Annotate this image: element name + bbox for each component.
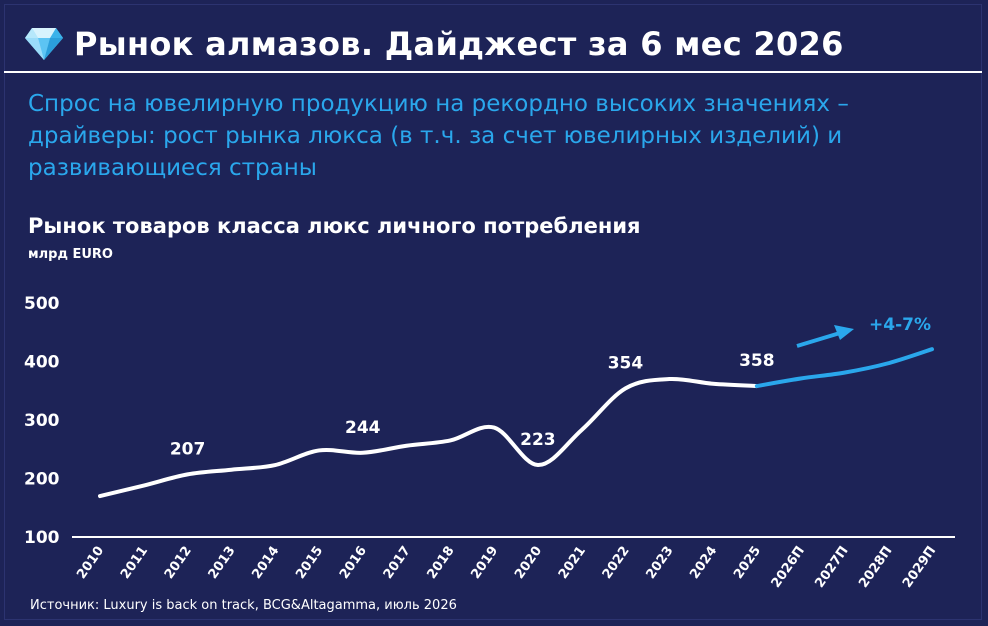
data-label: 354 <box>608 353 644 373</box>
title-divider <box>4 71 982 73</box>
page-title: Рынок алмазов. Дайджест за 6 мес 2026 <box>74 25 844 63</box>
y-tick-label: 300 <box>24 411 60 431</box>
x-tick-label: 2017 <box>381 544 414 582</box>
arrow-head <box>834 325 854 340</box>
y-tick-label: 400 <box>24 353 60 373</box>
diamond-icon <box>25 28 63 60</box>
x-tick-label: 2020 <box>512 544 545 582</box>
x-tick-label: 2022 <box>600 544 633 582</box>
x-tick-label: 2026П <box>769 544 808 591</box>
x-tick-label: 2016 <box>337 544 370 582</box>
data-label: 207 <box>170 439 206 459</box>
slide-frame <box>4 4 982 620</box>
header: Рынок алмазов. Дайджест за 6 мес 2026 <box>24 22 844 66</box>
series-line-actual <box>98 376 759 499</box>
x-tick-label: 2014 <box>249 544 282 582</box>
x-tick-label: 2027П <box>812 544 851 591</box>
x-axis-ticks: 2010 2011 2012 2013 2014 2015 2016 2017 2018 2019… <box>74 544 939 591</box>
x-tick-label: 2010 <box>74 544 107 582</box>
chart-units: млрд EURO <box>28 247 113 262</box>
y-tick-label: 200 <box>24 470 60 490</box>
y-axis-ticks: 100 200 300 400 500 <box>24 294 60 548</box>
y-tick-label: 500 <box>24 294 60 314</box>
x-tick-label: 2012 <box>162 544 195 582</box>
x-tick-label: 2029П <box>900 544 939 591</box>
x-tick-label: 2025 <box>731 544 764 582</box>
source-note: Источник: Luxury is back on track, BCG&A… <box>30 598 457 613</box>
x-tick-label: 2013 <box>206 544 239 582</box>
x-tick-label: 2015 <box>293 544 326 582</box>
x-tick-label: 2028П <box>856 544 895 591</box>
data-label: 244 <box>345 418 381 438</box>
data-label: 223 <box>520 430 556 450</box>
subtitle: Спрос на ювелирную продукцию на рекордно… <box>28 91 849 181</box>
x-tick-label: 2023 <box>643 544 676 582</box>
x-tick-label: 2011 <box>118 544 151 582</box>
x-tick-label: 2019 <box>468 544 501 582</box>
x-tick-label: 2024 <box>687 544 720 582</box>
growth-annotation: +4-7% <box>796 315 931 348</box>
data-label: 358 <box>739 351 775 371</box>
x-tick-label: 2021 <box>556 544 589 582</box>
arrow-up-right-icon <box>796 331 841 348</box>
chart-title: Рынок товаров класса люкс личного потреб… <box>28 214 641 238</box>
series-line-forecast <box>754 347 934 389</box>
x-tick-label: 2018 <box>425 544 458 582</box>
data-labels: 207 244 223 354 358 <box>170 351 775 459</box>
y-tick-label: 100 <box>24 528 60 548</box>
growth-label: +4-7% <box>869 315 931 335</box>
